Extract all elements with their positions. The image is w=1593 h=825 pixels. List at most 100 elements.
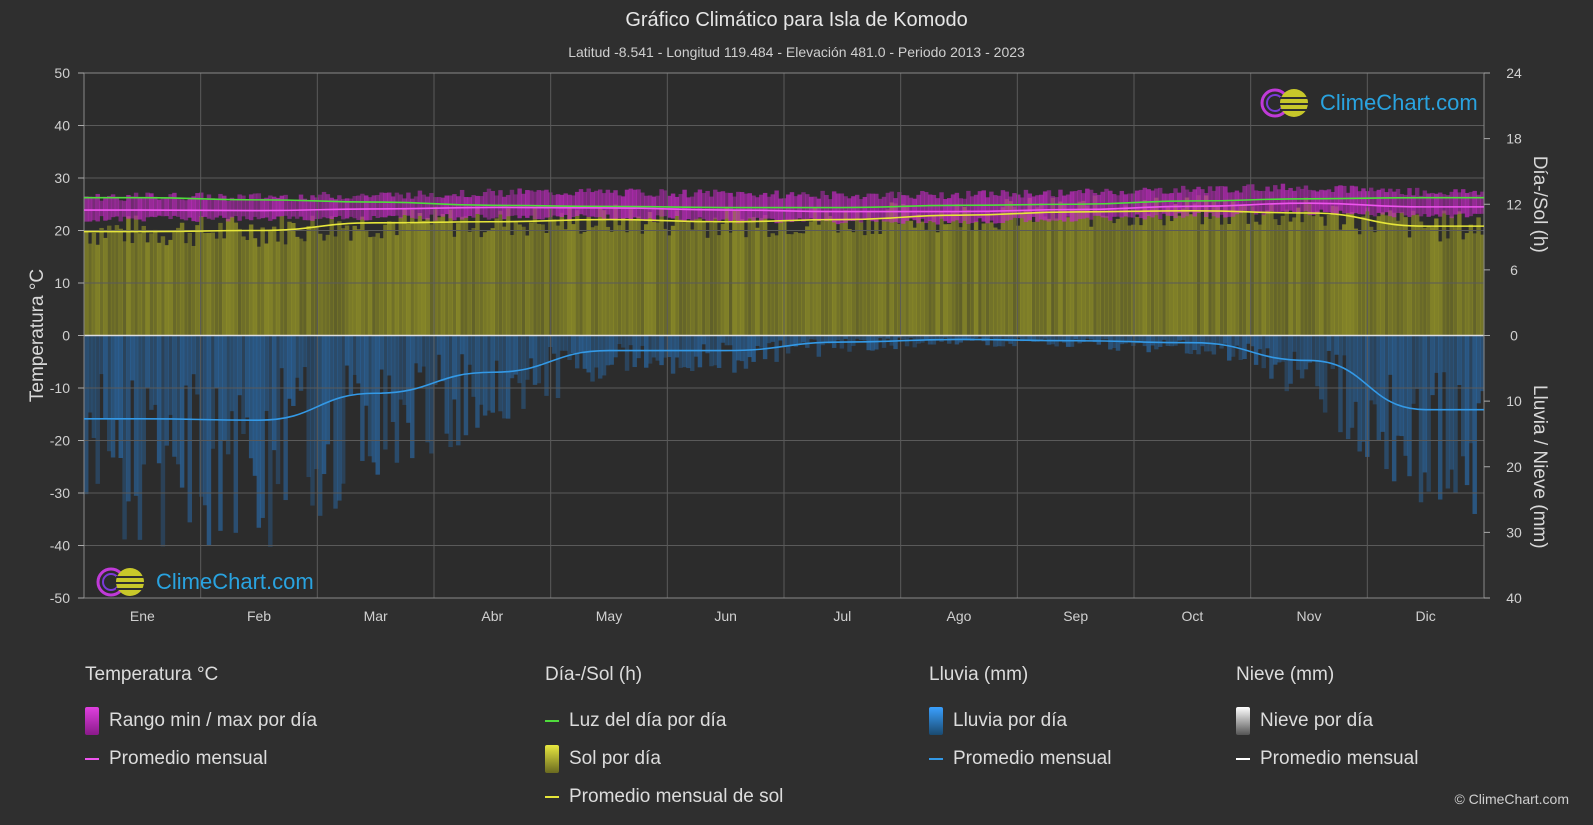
logo-icon xyxy=(96,567,144,597)
temp-range-bar xyxy=(1023,189,1029,223)
month-label: May xyxy=(596,608,622,624)
sun-bar xyxy=(559,212,565,336)
sun-bar xyxy=(705,237,710,336)
sun-bar xyxy=(283,244,288,336)
left-tick-label: 10 xyxy=(54,275,70,291)
sun-bar xyxy=(862,235,868,336)
rain-bar xyxy=(1330,335,1336,369)
temp-range-bar xyxy=(471,195,476,218)
sun-bar xyxy=(1449,216,1454,336)
temp-range-bar xyxy=(137,197,143,220)
sun-bar xyxy=(1407,237,1412,336)
sun-bar xyxy=(920,221,925,336)
rain-bar xyxy=(640,335,645,346)
temp-range-bar xyxy=(1165,193,1171,216)
rain-bar xyxy=(1372,335,1378,405)
rain-bar xyxy=(973,335,979,339)
rain-bar xyxy=(141,335,146,465)
rain-bar xyxy=(862,335,868,341)
temp-range-bar xyxy=(110,194,116,218)
temp-range-bar xyxy=(1296,186,1301,214)
rain-bar xyxy=(528,335,534,359)
temp-range-bar xyxy=(283,194,288,216)
rain-bar xyxy=(360,335,365,461)
temp-range-bar xyxy=(1042,191,1048,221)
legend-label: Promedio mensual xyxy=(953,748,1112,769)
sun-bar xyxy=(716,235,722,336)
sun-bar xyxy=(502,226,507,336)
sun-bar xyxy=(770,233,776,336)
sun-bar xyxy=(1092,195,1098,336)
sun-bar xyxy=(1253,221,1259,336)
rain-bar xyxy=(1384,335,1389,470)
sun-bar xyxy=(613,204,618,336)
sun-bar xyxy=(1085,205,1090,336)
sun-bar xyxy=(624,232,630,336)
rain-bar xyxy=(690,335,695,372)
temp-range-bar xyxy=(1276,189,1282,213)
rain-bar xyxy=(314,335,319,470)
sun-bar xyxy=(356,229,361,336)
temp-range-bar xyxy=(1414,187,1420,214)
sun-bar xyxy=(1411,210,1416,336)
rain-bar xyxy=(774,335,779,362)
sun-bar xyxy=(1453,227,1458,336)
rain-bar xyxy=(847,335,852,352)
sun-bar xyxy=(225,219,231,336)
rain-bar xyxy=(728,335,733,346)
sun-bar xyxy=(1322,225,1328,336)
sun-bar xyxy=(789,234,795,336)
temp-range-bar xyxy=(958,198,963,224)
sun-bar xyxy=(337,221,342,336)
rain-bar xyxy=(996,335,1002,347)
temp-range-bar xyxy=(1246,184,1251,211)
rain-bar xyxy=(107,335,112,452)
sun-bar xyxy=(429,224,434,336)
temp-range-bar xyxy=(578,189,584,215)
sun-bar xyxy=(1376,216,1382,336)
rain-bar xyxy=(156,335,162,464)
sun-bar xyxy=(202,233,208,336)
temp-range-bar xyxy=(1426,193,1431,217)
temp-range-bar xyxy=(406,192,411,216)
temp-range-bar xyxy=(1177,192,1182,214)
rain-bar xyxy=(1023,335,1029,341)
temp-range-bar xyxy=(1004,191,1009,221)
sun-bar xyxy=(1219,224,1224,336)
temp-range-bar xyxy=(325,194,331,219)
sun-bar xyxy=(839,222,845,336)
rain-bar xyxy=(402,335,407,405)
sun-bar xyxy=(179,222,185,336)
rain-bar xyxy=(440,335,446,382)
sun-bar xyxy=(647,211,653,336)
temp-range-bar xyxy=(317,194,323,219)
logo-top[interactable]: ClimeChart.com xyxy=(1258,86,1478,120)
sun-bar xyxy=(233,222,239,336)
sun-bar xyxy=(1161,225,1167,336)
logo-bottom[interactable]: ClimeChart.com xyxy=(94,565,314,599)
temp-range-bar xyxy=(360,193,365,220)
temp-range-bar xyxy=(271,196,277,220)
sun-bar xyxy=(1273,219,1278,336)
rain-bar xyxy=(114,335,120,421)
rain-bar xyxy=(130,335,135,381)
temp-range-bar xyxy=(448,195,453,219)
temp-range-bar xyxy=(747,193,752,219)
rain-bar xyxy=(364,335,369,406)
rain-bar xyxy=(275,335,281,485)
temp-range-bar xyxy=(582,191,588,216)
temp-range-bar xyxy=(1085,188,1090,218)
rain-bar xyxy=(1430,335,1435,396)
rain-bar xyxy=(732,335,737,373)
sun-bar xyxy=(348,240,354,336)
temp-range-bar xyxy=(1437,192,1443,217)
temp-range-bar xyxy=(927,194,933,221)
sun-bar xyxy=(736,210,741,336)
sun-bar xyxy=(298,238,304,336)
snow-swatch xyxy=(1236,707,1250,735)
rain-bar xyxy=(509,335,515,379)
rain-bar xyxy=(897,335,902,338)
temp-range-bar xyxy=(413,196,419,219)
rain-bar xyxy=(586,335,591,373)
sun-bar xyxy=(1111,223,1117,336)
